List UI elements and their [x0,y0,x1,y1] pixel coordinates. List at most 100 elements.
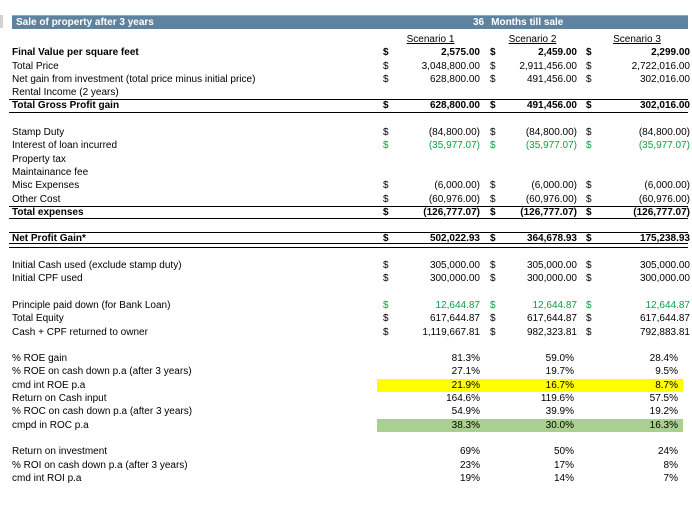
value-cell[interactable]: 491,456.00 [526,73,577,85]
value-cell[interactable]: 8% [663,459,678,471]
row-label[interactable]: Total Gross Profit gain [12,100,120,112]
row-label[interactable]: cmd int ROI p.a [12,472,82,484]
value-cell[interactable]: 17% [553,459,574,471]
value-cell[interactable]: 12,644.87 [435,299,481,311]
value-cell[interactable]: 300,000.00 [639,273,690,285]
value-cell[interactable]: 50% [553,446,574,458]
value-cell[interactable]: (6,000.00) [644,180,690,192]
value-cell[interactable]: (84,800.00) [525,127,577,139]
value-cell[interactable]: 54.9% [451,406,480,418]
column-header-scenario-2[interactable]: Scenario 2 [508,34,557,45]
value-cell[interactable]: 24% [657,446,678,458]
column-header-scenario-3[interactable]: Scenario 3 [613,34,661,45]
row-label[interactable]: Initial Cash used (exclude stamp duty) [12,260,182,272]
row-label[interactable]: Total Price [12,60,59,72]
value-cell[interactable]: (35,977.07) [638,140,690,152]
value-cell[interactable]: (60,976.00) [525,193,577,205]
value-cell[interactable]: 12,644.87 [645,299,691,311]
row-label[interactable]: Principle paid down (for Bank Loan) [12,299,171,311]
value-cell[interactable]: 628,800.00 [429,100,480,112]
value-cell[interactable]: 9.5% [655,366,678,378]
value-cell[interactable]: 164.6% [446,393,480,405]
row-label[interactable]: Final Value per square feet [12,47,139,59]
value-cell[interactable]: 617,644.87 [526,313,577,325]
value-cell[interactable]: 2,911,456.00 [519,60,577,72]
row-label[interactable]: Stamp Duty [12,127,65,139]
row-label[interactable]: % ROE on cash down p.a (after 3 years) [12,366,192,378]
row-label[interactable]: Total Equity [12,313,64,325]
value-cell[interactable]: 8.7% [655,379,678,391]
value-cell[interactable]: 27.1% [451,366,480,378]
value-cell[interactable]: 12,644.87 [532,299,578,311]
value-cell[interactable]: 305,000.00 [639,260,690,272]
value-cell[interactable]: 16.7% [545,379,574,391]
value-cell[interactable]: 57.5% [649,393,678,405]
value-cell[interactable]: (126,777.07) [423,206,480,218]
row-label[interactable]: Total expenses [12,206,84,218]
row-label[interactable]: % ROI on cash down p.a (after 3 years) [12,459,188,471]
value-cell[interactable]: 982,323.81 [526,326,577,338]
value-cell[interactable]: 792,883.81 [639,326,690,338]
value-cell[interactable]: 617,644.87 [639,313,690,325]
row-label[interactable]: Cash + CPF returned to owner [12,326,148,338]
value-cell[interactable]: 3,048,800.00 [421,60,480,72]
row-label[interactable]: Other Cost [12,193,61,205]
value-cell[interactable]: 16.3% [649,419,678,431]
value-cell[interactable]: 19.2% [649,406,678,418]
value-cell[interactable]: 502,022.93 [429,233,480,245]
row-label[interactable]: Net gain from investment (total price mi… [12,73,256,85]
value-cell[interactable]: 628,800.00 [429,73,480,85]
value-cell[interactable]: 305,000.00 [526,260,577,272]
row-label[interactable]: Return on investment [12,446,108,458]
value-cell[interactable]: 302,016.00 [639,73,690,85]
value-cell[interactable]: 38.3% [451,419,480,431]
row-label[interactable]: cmd int ROE p.a [12,379,86,391]
value-cell[interactable]: 364,678.93 [526,233,577,245]
value-cell[interactable]: (35,977.07) [428,140,480,152]
value-cell[interactable]: (60,976.00) [428,193,480,205]
row-label[interactable]: % ROE gain [12,353,68,365]
value-cell[interactable]: 617,644.87 [429,313,480,325]
column-header-scenario-1[interactable]: Scenario 1 [406,34,455,45]
value-cell[interactable]: 21.9% [451,379,480,391]
value-cell[interactable]: 28.4% [649,353,678,365]
row-label[interactable]: Net Profit Gain* [12,233,86,245]
value-cell[interactable]: (35,977.07) [525,140,577,152]
value-cell[interactable]: 2,459.00 [538,47,577,59]
value-cell[interactable]: (6,000.00) [531,180,577,192]
value-cell[interactable]: 302,016.00 [639,100,690,112]
value-cell[interactable]: 69% [459,446,480,458]
value-cell[interactable]: 2,299.00 [651,47,690,59]
value-cell[interactable]: 81.3% [451,353,480,365]
row-label[interactable]: cmpd in ROC p.a [12,419,89,431]
value-cell[interactable]: 14% [553,472,574,484]
value-cell[interactable]: 1,119,667.81 [422,326,480,338]
value-cell[interactable]: (126,777.07) [633,206,690,218]
value-cell[interactable]: 305,000.00 [429,260,480,272]
value-cell[interactable]: 19.7% [545,366,574,378]
row-label[interactable]: Maintainance fee [12,166,89,178]
row-label[interactable]: Return on Cash input [12,393,107,405]
value-cell[interactable]: 59.0% [545,353,574,365]
value-cell[interactable]: 30.0% [545,419,574,431]
value-cell[interactable]: (84,800.00) [428,127,480,139]
value-cell[interactable]: 2,575.00 [441,47,480,59]
value-cell[interactable]: 300,000.00 [526,273,577,285]
value-cell[interactable]: (60,976.00) [638,193,690,205]
row-label[interactable]: Interest of loan incurred [12,140,118,152]
row-label[interactable]: Misc Expenses [12,180,80,192]
value-cell[interactable]: 300,000.00 [429,273,480,285]
row-label[interactable]: Property tax [12,153,66,165]
row-label[interactable]: Rental Income (2 years) [12,87,119,99]
value-cell[interactable]: 39.9% [545,406,574,418]
value-cell[interactable]: 23% [459,459,480,471]
months-value[interactable]: 36 [473,17,485,28]
value-cell[interactable]: (84,800.00) [638,127,690,139]
value-cell[interactable]: 175,238.93 [639,233,690,245]
row-label[interactable]: % ROC on cash down p.a (after 3 years) [12,406,193,418]
section-header-bar[interactable]: Sale of property after 3 years 36 Months … [12,15,688,29]
value-cell[interactable]: (126,777.07) [520,206,577,218]
value-cell[interactable]: 7% [663,472,678,484]
value-cell[interactable]: 491,456.00 [526,100,577,112]
value-cell[interactable]: 2,722,016.00 [631,60,690,72]
